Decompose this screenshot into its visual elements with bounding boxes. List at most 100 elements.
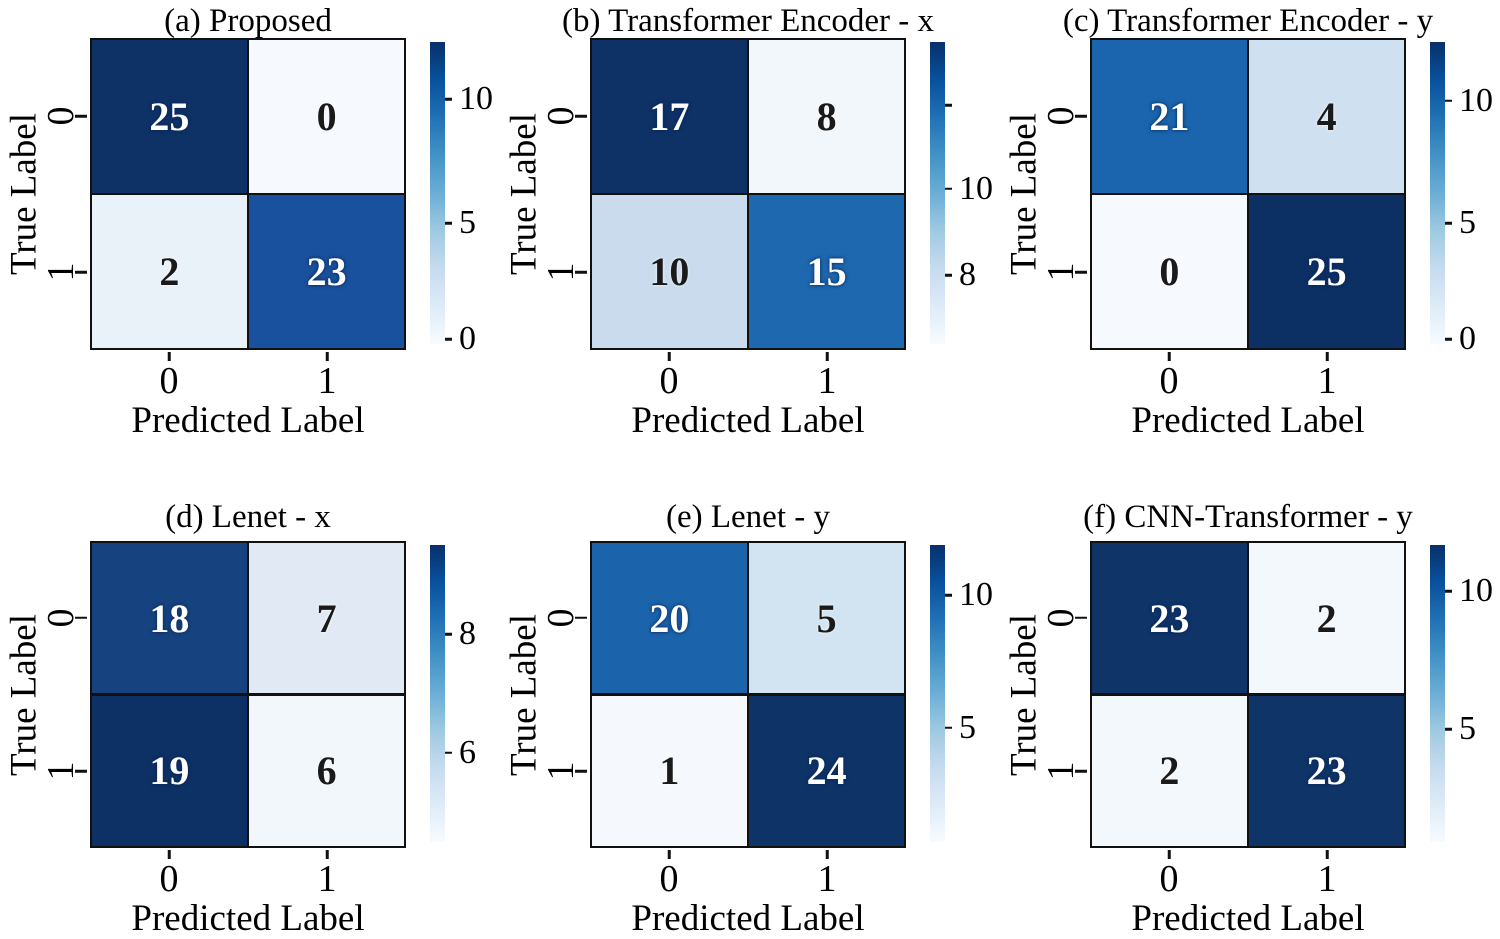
matrix-cell: 6 (249, 695, 404, 846)
x-tick-label: 1 (817, 360, 837, 402)
colorbar-tick-label: 0 (1459, 320, 1476, 358)
panel-e: (e) Lenet - y True Label 0 1 20 5 1 24 0 1 Predict… (500, 468, 1000, 937)
x-tick-label: 1 (317, 360, 337, 402)
x-tick-label: 0 (659, 360, 679, 402)
confusion-matrix: 25 0 2 23 (90, 38, 406, 350)
x-axis-label: Predicted Label (1131, 898, 1365, 939)
colorbar-tick (1445, 338, 1452, 341)
colorbar-tick-label: 5 (959, 708, 976, 746)
colorbar (930, 42, 945, 344)
matrix-cell: 15 (749, 195, 904, 348)
x-tick-mark (325, 352, 329, 361)
x-axis-label: Predicted Label (631, 400, 865, 441)
x-tick-mark (1325, 352, 1329, 361)
panel-title: (c) Transformer Encoder - y (1062, 3, 1434, 39)
confusion-matrix: 20 5 1 24 (590, 541, 906, 848)
colorbar (1430, 42, 1445, 344)
x-tick-mark (167, 352, 171, 361)
colorbar-tick (1445, 727, 1452, 731)
confusion-matrix: 17 8 10 15 (590, 38, 906, 350)
matrix-cell: 8 (749, 40, 904, 193)
y-axis-label: True Label (3, 613, 45, 776)
y-tick-label: 1 (1040, 761, 1082, 781)
colorbar-tick (445, 632, 452, 636)
confusion-matrix: 18 7 19 6 (90, 541, 406, 848)
colorbar-tick (1445, 99, 1452, 103)
y-tick-mark (75, 770, 87, 773)
colorbar-tick (445, 221, 452, 225)
matrix-cell: 21 (1092, 40, 1247, 193)
colorbar-tick (945, 594, 952, 597)
y-tick-mark (75, 616, 87, 619)
x-tick-mark (1325, 850, 1329, 859)
y-tick-label: 1 (40, 761, 82, 781)
x-tick-mark (667, 850, 671, 859)
y-axis-label: True Label (503, 613, 545, 776)
colorbar-tick (445, 338, 452, 341)
y-tick-mark (575, 770, 587, 773)
y-tick-label: 0 (1040, 608, 1082, 628)
matrix-cell: 18 (92, 543, 247, 694)
y-tick-label: 1 (540, 262, 582, 282)
colorbar-tick (1445, 589, 1452, 593)
matrix-cell: 1 (592, 695, 747, 846)
y-tick-label: 0 (540, 608, 582, 628)
x-tick-mark (667, 352, 671, 361)
x-tick-mark (167, 850, 171, 859)
y-axis-label: True Label (3, 112, 45, 276)
matrix-cell: 0 (249, 40, 404, 193)
y-tick-mark (1075, 616, 1087, 619)
matrix-cell: 25 (1249, 195, 1404, 348)
matrix-cell: 10 (592, 195, 747, 348)
colorbar-tick (445, 98, 452, 101)
panel-d: (d) Lenet - x True Label 0 1 18 7 19 6 0 1 Predict… (0, 468, 500, 939)
x-tick-mark (1167, 352, 1171, 361)
panel-a: (a) Proposed True Label 0 1 25 0 2 23 0 1 Predicte… (0, 0, 500, 468)
y-tick-mark (575, 114, 587, 118)
colorbar-tick (945, 187, 952, 191)
colorbar-tick (945, 273, 952, 277)
y-tick-label: 0 (40, 608, 82, 628)
panel-title: (e) Lenet - y (666, 499, 830, 535)
colorbar-tick-label: 10 (1459, 81, 1493, 119)
x-tick-label: 1 (817, 858, 837, 900)
colorbar-tick-label: 5 (1459, 204, 1476, 242)
colorbar-tick-label: 6 (459, 733, 476, 771)
panel-f: (f) CNN-Transformer - y True Label 0 1 23 2 2 2… (1000, 468, 1500, 939)
x-tick-mark (325, 850, 329, 859)
y-tick-label: 1 (1040, 262, 1082, 282)
y-tick-mark (75, 270, 87, 274)
y-tick-mark (1075, 770, 1087, 773)
panel-title: (b) Transformer Encoder - x (561, 3, 935, 39)
x-axis-label: Predicted Label (131, 400, 365, 441)
confusion-matrix: 21 4 0 25 (1090, 38, 1406, 350)
colorbar-tick (445, 751, 452, 755)
matrix-cell: 23 (249, 195, 404, 348)
x-axis-label: Predicted Label (1131, 400, 1365, 441)
y-tick-mark (75, 114, 87, 118)
matrix-cell: 5 (749, 543, 904, 694)
colorbar-tick (945, 104, 952, 107)
colorbar-tick-label: 0 (459, 320, 476, 358)
colorbar-tick-label: 10 (459, 80, 493, 118)
matrix-cell: 23 (1092, 543, 1247, 694)
y-tick-mark (575, 270, 587, 274)
x-tick-label: 0 (659, 858, 679, 900)
matrix-cell: 2 (92, 195, 247, 348)
colorbar-tick-label: 8 (459, 615, 476, 653)
colorbar (930, 545, 945, 842)
y-tick-mark (1075, 270, 1087, 274)
x-tick-mark (1167, 850, 1171, 859)
panel-b: (b) Transformer Encoder - x True Label 0 1 1… (500, 0, 1000, 468)
colorbar-tick-label: 8 (959, 256, 976, 294)
y-axis-label: True Label (1003, 613, 1045, 776)
matrix-cell: 2 (1092, 695, 1247, 846)
x-axis-label: Predicted Label (131, 898, 365, 939)
matrix-cell: 2 (1249, 543, 1404, 694)
matrix-cell: 23 (1249, 695, 1404, 846)
colorbar-tick-label: 10 (959, 576, 993, 614)
y-tick-mark (575, 616, 587, 619)
y-tick-label: 1 (540, 761, 582, 781)
panel-title: (d) Lenet - x (165, 499, 331, 535)
x-tick-label: 0 (159, 858, 179, 900)
